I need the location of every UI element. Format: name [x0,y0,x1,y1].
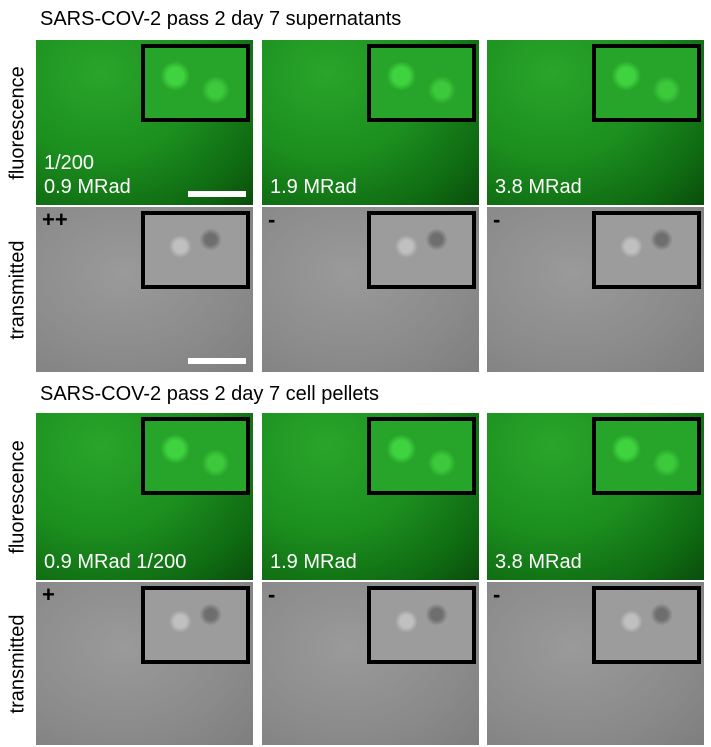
label-line: 1/200 [44,152,95,174]
row-label: transmitted [6,240,29,339]
panel-label: 3.8 MRad [495,550,582,574]
inset [367,417,476,495]
score-label: - [268,582,276,607]
panel-label: 1.9 MRad [270,550,357,574]
inset [141,44,250,122]
section-title: SARS-COV-2 pass 2 day 7 cell pellets [40,383,380,405]
scale-bar [188,191,246,197]
micrograph: - [487,207,704,372]
inset [592,417,701,495]
micrograph: + [36,582,253,745]
score-label: - [493,582,501,607]
inset [367,211,476,289]
scale-bar [188,358,246,364]
score-label: ++ [42,207,68,232]
label-line: 0.9 MRad [44,176,131,198]
section-title: SARS-COV-2 pass 2 day 7 supernatants [40,8,402,30]
inset [592,211,701,289]
inset [367,586,476,664]
micrograph: - [262,582,479,745]
micrograph: 1.9 MRad [262,413,479,580]
micrograph: 0.9 MRad 1/200 [36,413,253,580]
micrograph: 3.8 MRad [487,413,704,580]
micrograph: 3.8 MRad [487,40,704,205]
micrograph: 1/200 0.9 MRad [36,40,253,205]
label-line: 1.9 MRad [270,176,357,198]
micrograph: - [262,207,479,372]
panel-label: 3.8 MRad [495,175,582,199]
panel-label: 1/200 0.9 MRad [44,151,131,199]
inset [141,211,250,289]
row-label: fluorescence [6,439,29,554]
score-label: - [493,207,501,232]
panel-label: 1.9 MRad [270,175,357,199]
panel-label: 0.9 MRad 1/200 [44,550,186,574]
micrograph: 1.9 MRad [262,40,479,205]
label-line: 1.9 MRad [270,551,357,573]
row-label: fluorescence [6,65,29,180]
inset [592,586,701,664]
inset [592,44,701,122]
label-line: 3.8 MRad [495,176,582,198]
row-label: transmitted [6,614,29,713]
label-line: 3.8 MRad [495,551,582,573]
micrograph: - [487,582,704,745]
inset [141,417,250,495]
inset [367,44,476,122]
score-label: + [42,582,55,607]
label-line: 0.9 MRad 1/200 [44,551,187,573]
score-label: - [268,207,276,232]
micrograph: ++ [36,207,253,372]
inset [141,586,250,664]
